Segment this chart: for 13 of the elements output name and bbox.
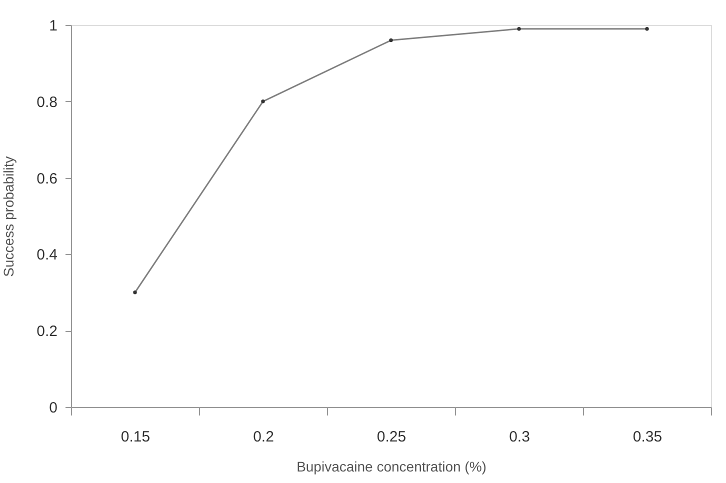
x-tick-label: 0.15 bbox=[120, 428, 150, 446]
y-tick-label: 0.2 bbox=[36, 323, 58, 340]
x-tick-label: 0.3 bbox=[509, 428, 530, 446]
y-tick-label: 0.8 bbox=[36, 94, 58, 111]
x-tick-label: 0.35 bbox=[632, 428, 662, 446]
x-tick-label: 0.2 bbox=[253, 428, 274, 446]
y-axis-title: Success probability bbox=[0, 156, 17, 277]
y-tick-label: 0.4 bbox=[36, 246, 58, 264]
y-tick-label: 1 bbox=[49, 18, 58, 34]
y-tick-label: 0 bbox=[49, 400, 58, 416]
y-tick-label: 0.6 bbox=[36, 170, 58, 188]
x-tick-label: 0.25 bbox=[376, 428, 406, 446]
x-axis-title: Bupivacaine concentration (%) bbox=[296, 458, 486, 474]
